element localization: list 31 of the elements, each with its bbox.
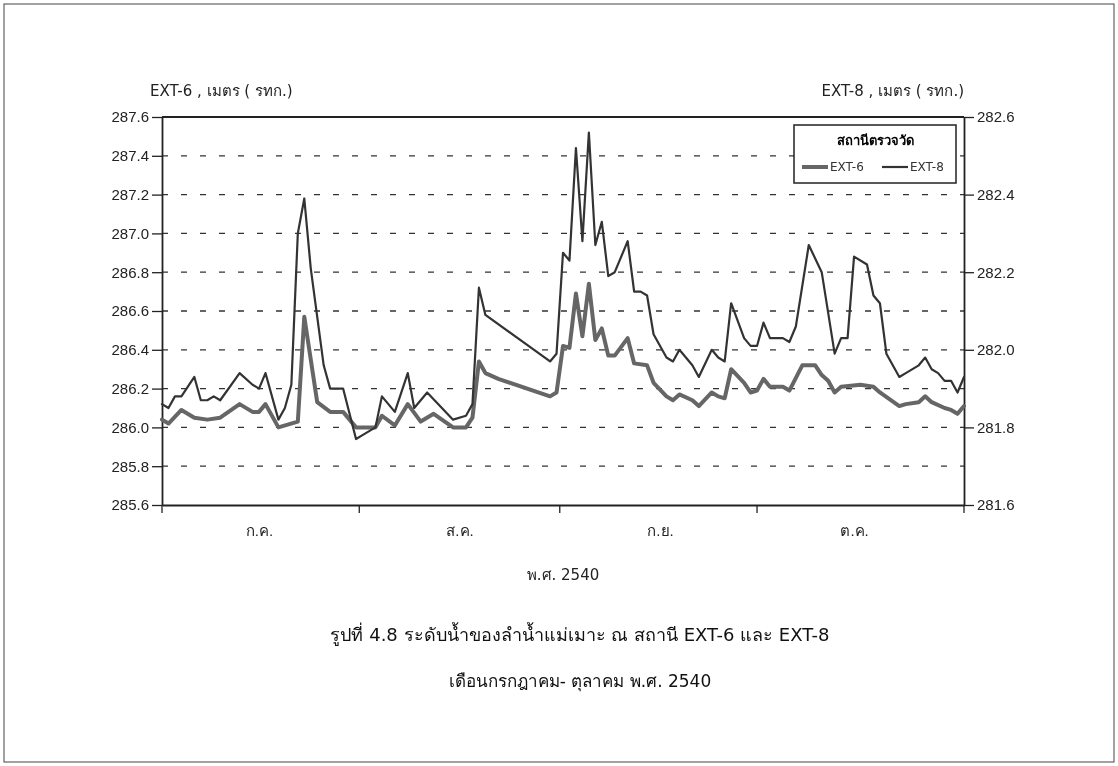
y-tick-label: 286.0 <box>111 418 149 436</box>
legend-label: EXT-6 <box>830 160 864 174</box>
line-series <box>160 131 966 441</box>
y-tick-label: 286.2 <box>111 379 149 397</box>
y-axis-title: EXT-6 , เมตร ( รทก.) <box>150 82 293 100</box>
y-tick-label: 286.4 <box>111 341 149 359</box>
y2-tick-label: 282.6 <box>977 108 1015 126</box>
y-tick-label: 285.8 <box>111 457 149 475</box>
y-tick-label: 287.6 <box>111 108 149 126</box>
text: รูปที่ 4.8 ระดับน้ำของลำน้ำแม่เมาะ ณ สถานี EXT-6 และ EXT-8 <box>330 622 830 646</box>
y2-tick-label: 281.6 <box>977 496 1015 514</box>
y2-tick-label: 282.2 <box>977 263 1015 281</box>
x-tick-label: ก.ย. <box>647 521 674 539</box>
y-tick-label: 287.4 <box>111 147 149 165</box>
legend-title: สถานีตรวจวัด <box>836 133 914 148</box>
x-tick-label: ก.ค. <box>245 521 274 539</box>
x-tick-label: ต.ค. <box>840 521 869 539</box>
y-tick-label: 287.2 <box>111 185 149 203</box>
x-tick-label: ส.ค. <box>446 521 474 539</box>
y-tick-label: 286.8 <box>111 263 149 281</box>
y2-tick-label: 281.8 <box>977 418 1015 436</box>
legend-label: EXT-8 <box>910 160 944 174</box>
x-axis-title: พ.ศ. 2540 <box>526 566 600 584</box>
y2-tick-label: 282.4 <box>977 185 1015 203</box>
y2-axis-title: EXT-8 , เมตร ( รทก.) <box>821 82 964 100</box>
line-series <box>160 281 966 430</box>
y-tick-label: 287.0 <box>111 224 149 242</box>
y-tick-label: 286.6 <box>111 302 149 320</box>
y-tick-label: 285.6 <box>111 496 149 514</box>
text: เดือนกรกฎาคม- ตุลาคม พ.ศ. 2540 <box>448 671 712 692</box>
y2-tick-label: 282.0 <box>977 341 1015 359</box>
